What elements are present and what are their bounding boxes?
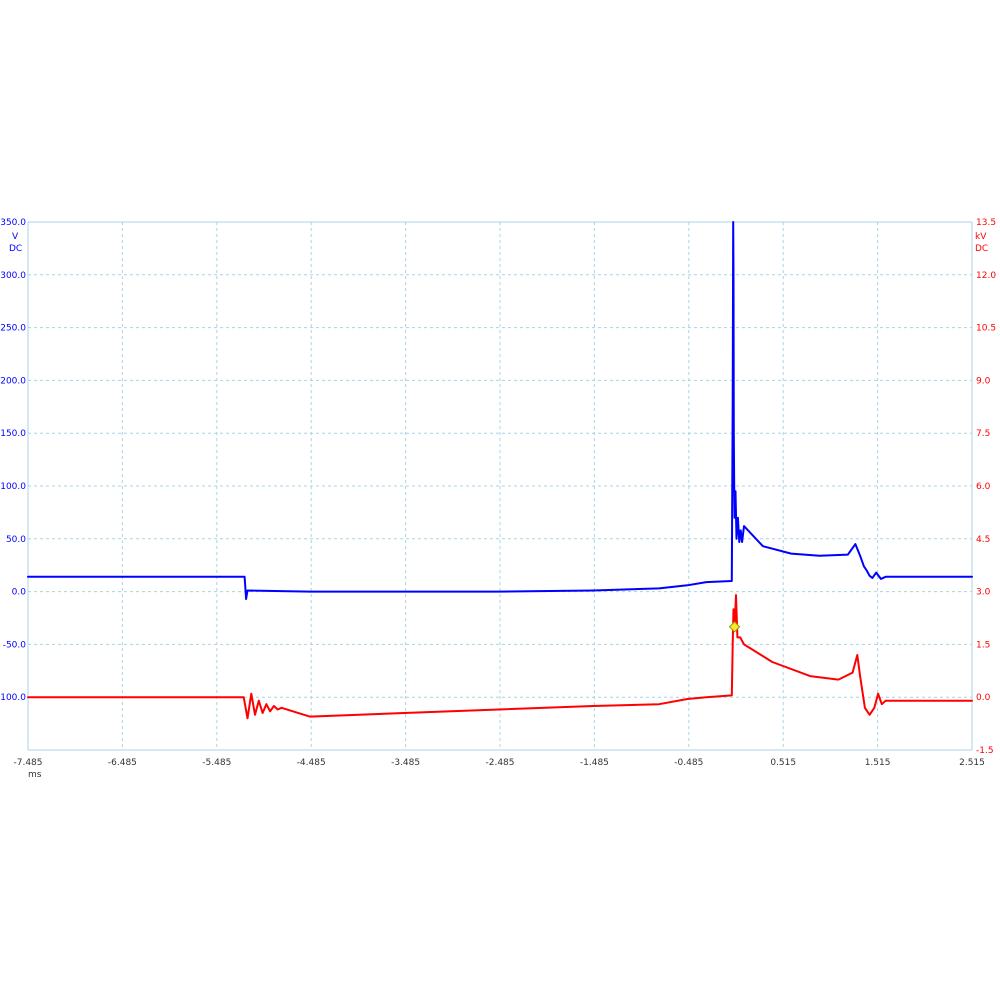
x-tick-label: -5.485: [202, 758, 231, 768]
right-tick-label: 4.5: [976, 535, 990, 545]
right-tick-label: 7.5: [976, 429, 990, 439]
right-tick-label: 6.0: [976, 482, 991, 492]
x-axis: ms -7.485 -6.485 -5.485 -4.485 -3.485 -2.485 -…: [13, 758, 984, 780]
x-tick-label: 2.515: [959, 758, 985, 768]
left-tick-label: 250.0: [0, 324, 26, 334]
series-line-volts: [27, 221, 973, 600]
right-tick-label: 3.0: [976, 588, 991, 598]
right-axis: kV DC 13.5 12.0 10.5 9.0 7.5 6.0 4.5 3.0 1.5 0.0 -…: [975, 218, 996, 756]
right-axis-unit: kV: [975, 232, 987, 242]
left-axis-coupling: DC: [9, 244, 22, 254]
x-tick-label: -7.485: [13, 758, 42, 768]
trigger-marker: [728, 621, 741, 633]
left-tick-label: 350.0: [0, 218, 26, 228]
x-tick-label: 1.515: [865, 758, 891, 768]
x-tick-label: 0.515: [770, 758, 796, 768]
right-axis-coupling: DC: [975, 244, 988, 254]
left-tick-label: 150.0: [0, 429, 26, 439]
left-tick-label: 200.0: [0, 376, 26, 386]
left-tick-label: 100.0: [0, 482, 26, 492]
x-tick-label: -2.485: [485, 758, 514, 768]
right-tick-label: 10.5: [976, 324, 996, 334]
x-tick-label: -4.485: [297, 758, 326, 768]
left-tick-label: 50.0: [6, 535, 26, 545]
x-tick-label: -1.485: [580, 758, 609, 768]
x-tick-label: -6.485: [108, 758, 137, 768]
right-tick-label: 9.0: [976, 376, 991, 386]
x-tick-label: -0.485: [674, 758, 703, 768]
left-axis: V DC 350.0 300.0 250.0 200.0 150.0 100.0 50.0 0…: [0, 218, 26, 703]
right-tick-label: -1.5: [976, 746, 994, 756]
marker-layer: [728, 621, 741, 633]
left-tick-label: 300.0: [0, 271, 26, 281]
right-tick-label: 0.0: [976, 693, 991, 703]
right-tick-label: 13.5: [976, 218, 996, 228]
x-tick-label: -3.485: [391, 758, 420, 768]
left-tick-label: -100.0: [0, 693, 26, 703]
right-tick-label: 12.0: [976, 271, 996, 281]
left-tick-label: -50.0: [3, 640, 27, 650]
left-axis-unit: V: [12, 232, 19, 242]
left-tick-label: 0.0: [12, 588, 27, 598]
right-tick-label: 1.5: [976, 640, 990, 650]
x-axis-label: ms: [28, 770, 42, 780]
